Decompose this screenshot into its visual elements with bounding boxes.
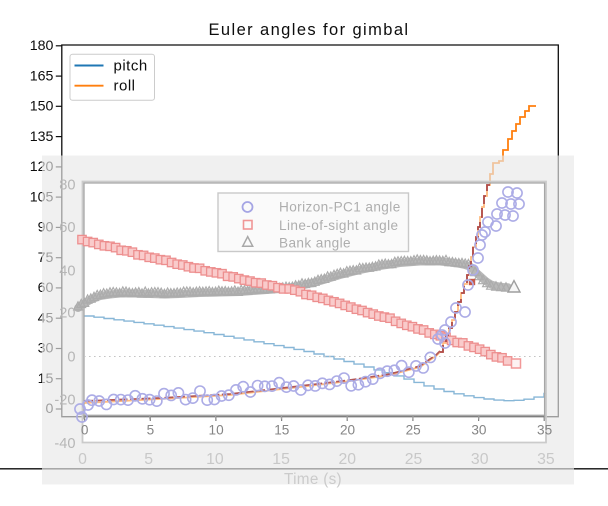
svg-text:Time (s): Time (s) [284, 471, 342, 488]
svg-text:0: 0 [67, 349, 75, 365]
svg-text:Line-of-sight angle: Line-of-sight angle [279, 218, 398, 233]
svg-text:20: 20 [59, 305, 75, 321]
svg-text:165: 165 [30, 68, 54, 84]
svg-text:-40: -40 [54, 436, 75, 452]
svg-text:5: 5 [147, 422, 155, 437]
svg-text:20: 20 [340, 422, 356, 437]
svg-text:20: 20 [339, 451, 357, 468]
svg-text:pitch: pitch [114, 57, 148, 74]
svg-text:0: 0 [81, 422, 89, 437]
svg-text:Horizon-PC1 angle: Horizon-PC1 angle [279, 200, 401, 215]
svg-text:40: 40 [59, 263, 75, 279]
svg-text:5: 5 [144, 451, 153, 468]
svg-text:25: 25 [406, 422, 421, 437]
svg-text:0: 0 [78, 451, 87, 468]
svg-text:25: 25 [405, 451, 423, 468]
svg-text:15: 15 [272, 451, 290, 468]
svg-text:30: 30 [471, 422, 487, 437]
svg-text:135: 135 [30, 129, 54, 145]
svg-text:150: 150 [30, 99, 54, 115]
svg-text:Euler angles for gimbal: Euler angles for gimbal [209, 21, 410, 39]
svg-text:35: 35 [537, 451, 555, 468]
svg-text:180: 180 [30, 38, 54, 54]
svg-text:15: 15 [274, 422, 289, 437]
svg-text:30: 30 [471, 451, 489, 468]
svg-text:10: 10 [209, 422, 225, 437]
svg-text:Bank angle: Bank angle [279, 236, 351, 251]
svg-text:80: 80 [59, 177, 75, 193]
svg-text:35: 35 [537, 422, 552, 437]
svg-text:60: 60 [59, 220, 75, 236]
svg-text:-20: -20 [54, 393, 75, 409]
svg-text:roll: roll [114, 78, 136, 95]
svg-text:10: 10 [206, 451, 224, 468]
